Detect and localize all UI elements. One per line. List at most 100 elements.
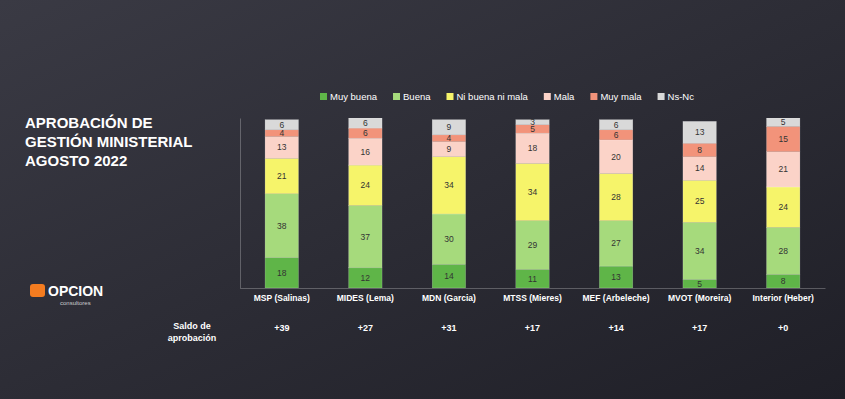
legend-swatch [658,93,665,100]
bar-segment [599,130,632,140]
bars [265,118,800,288]
bar-segment [683,143,716,156]
bar-segment [599,266,632,288]
bar-segment [516,269,549,288]
bar-segment [432,264,465,288]
balance-label: Saldo deaprobación [168,321,217,343]
x-tick: MVOT (Moreira) [668,288,731,303]
data-label: 27 [611,238,621,248]
balance-value: +31 [441,323,456,333]
data-label: 14 [695,163,705,173]
bar-segment [516,221,549,270]
series-4 [265,125,800,157]
bar-segment [265,258,298,288]
legend: Muy buena Buena Ni buena ni mala Mala Muy ma… [320,91,694,102]
data-label: 21 [277,171,287,181]
bar-segment [265,194,298,258]
data-label: 8 [697,145,702,155]
data-label: 15 [778,134,788,144]
data-label: 37 [361,232,371,242]
x-tick-label: MEF (Arbeleche) [583,293,650,303]
data-label: 14 [444,271,454,281]
series-3 [265,133,800,187]
legend-swatch [447,93,454,100]
data-label: 5 [781,117,786,127]
data-label: 20 [611,152,621,162]
data-label: 11 [528,274,537,284]
bar-segment [683,121,716,143]
data-label: 28 [611,192,621,202]
data-label: 9 [447,122,452,132]
balance-value: +14 [608,323,623,333]
legend-label: Buena [403,91,431,102]
data-label: 8 [781,276,786,286]
data-label: 6 [363,118,368,128]
data-label: 13 [695,127,705,137]
bar-segment [767,152,800,187]
x-tick-label: MSP (Salinas) [254,293,310,303]
logo-subtitle: consultores [60,300,91,306]
logo-mark [30,284,45,297]
bar-segment [767,118,800,126]
legend-item: Ni buena ni mala [447,91,529,102]
bar-segment [516,163,549,220]
bar-segment [265,158,298,193]
y-axis [240,119,241,289]
bar-segment [599,140,632,174]
legend-label: Ns-Nc [668,91,695,102]
legend-label: Muy mala [600,91,642,102]
bar-segment [683,157,716,181]
background [0,0,845,399]
data-label: 9 [447,144,452,154]
data-label: 6 [279,120,284,130]
data-label: 21 [778,164,788,174]
bar-segment [683,280,716,288]
bar-segment [599,120,632,130]
bar-segment [683,180,716,222]
bar-segment [432,214,465,264]
x-tick-label: MDN (Garcia) [422,293,476,303]
series-5 [265,118,800,143]
bar-segment [767,126,800,151]
data-label: 13 [277,142,287,152]
legend-swatch [590,93,597,100]
bar-segment [767,227,800,274]
x-tick: MSP (Salinas) [254,288,310,303]
data-label: 38 [277,221,287,231]
legend-label: Ni buena ni mala [457,91,529,102]
balance-value: +0 [778,323,788,333]
legend-item: Ns-Nc [658,91,695,102]
data-label: 34 [695,246,705,256]
data-labels: 1812141113583837302927342821243434282524… [277,117,788,289]
bar-segment [349,138,382,165]
legend-item: Buena [393,91,431,102]
x-tick: Interior (Heber) [753,288,815,303]
legend-label: Mala [554,91,575,102]
x-tick: MIDES (Lema) [337,288,394,303]
x-tick-label: MTSS (Mieres) [503,293,562,303]
legend-item: Muy mala [590,91,642,102]
bar-segment [265,120,298,130]
data-label: 4 [447,133,452,143]
data-label: 5 [697,279,702,289]
data-label: 6 [363,128,368,138]
data-label: 18 [528,143,538,153]
balance-value: +27 [358,323,373,333]
balance-value: +17 [525,323,540,333]
legend-item: Muy buena [320,91,378,102]
legend-swatch [393,93,400,100]
data-label: 13 [611,272,621,282]
bar-segment [349,206,382,268]
x-tick-label: MIDES (Lema) [337,293,394,303]
data-label: 30 [444,234,454,244]
bar-segment [349,118,382,128]
x-tick: MTSS (Mieres) [503,288,562,303]
legend-swatch [544,93,551,100]
data-label: 24 [778,202,788,212]
bar-segment [432,142,465,157]
bar-segment [767,275,800,288]
data-label: 25 [695,196,705,206]
bar-segment [767,187,800,227]
x-tick-label: MVOT (Moreira) [668,293,731,303]
bar-segment [265,137,298,159]
